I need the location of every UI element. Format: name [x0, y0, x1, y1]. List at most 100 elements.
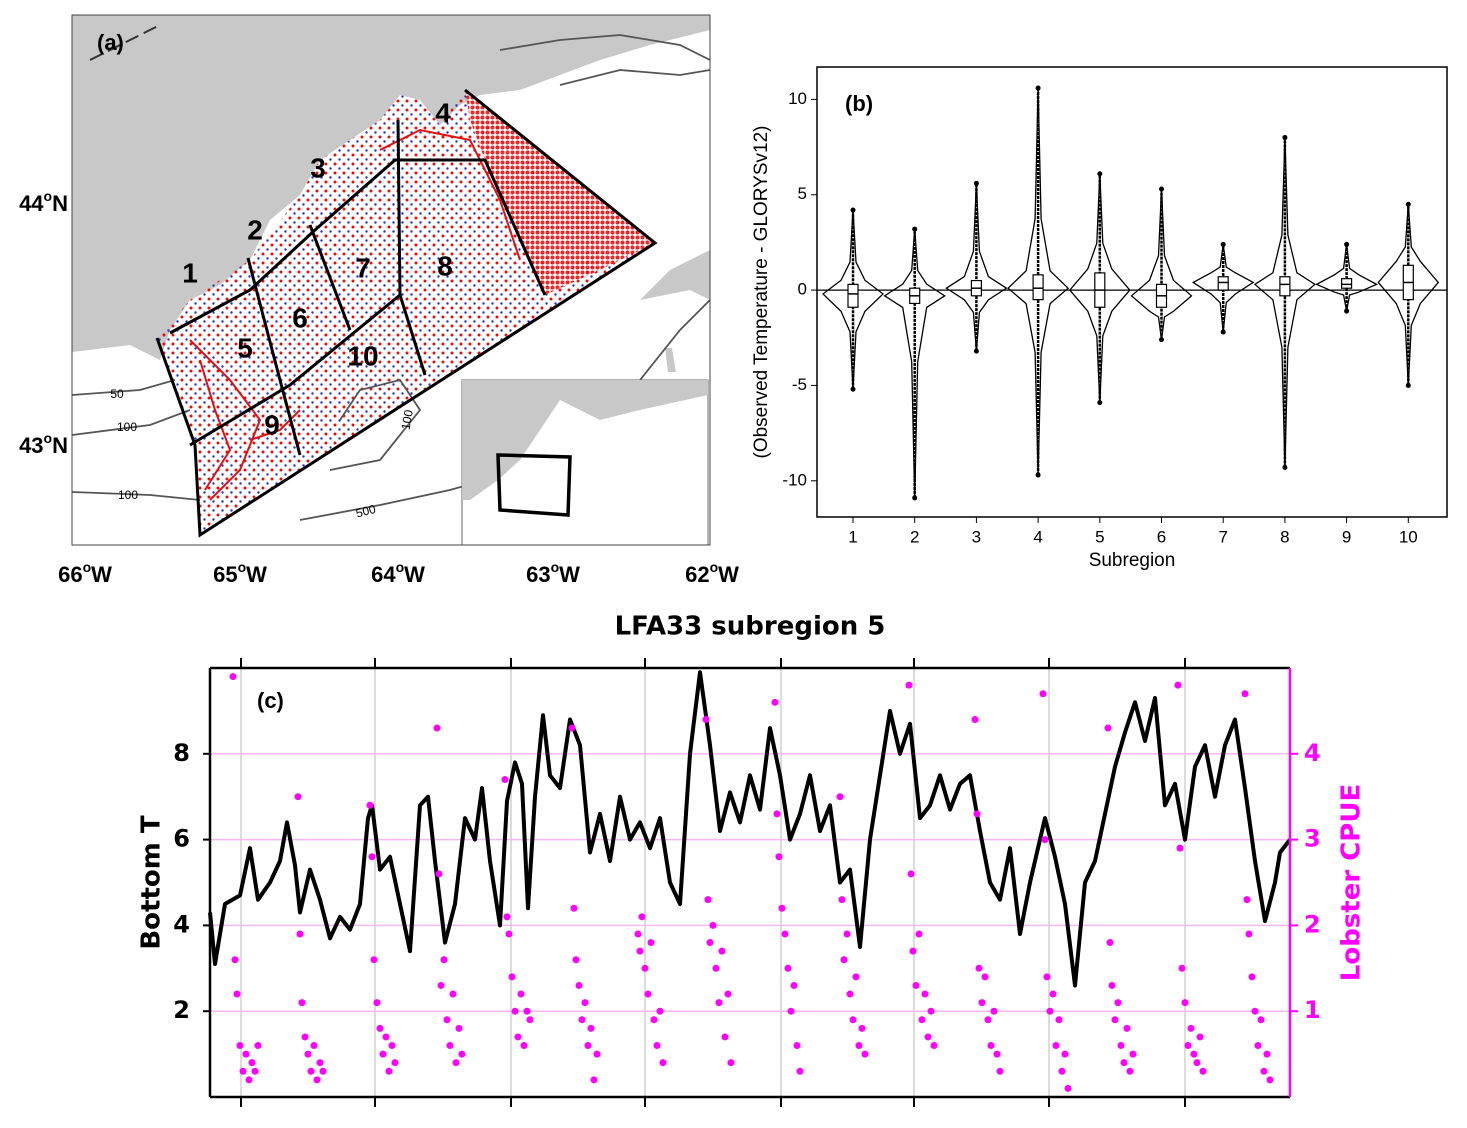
cpue-point [907, 870, 915, 878]
cpue-point [254, 1042, 262, 1050]
cpue-point [1055, 1016, 1063, 1024]
degree-value: 43 [19, 433, 43, 458]
degree-sign: o [83, 559, 92, 575]
cpue-point [433, 724, 441, 732]
cpue-point [787, 1007, 795, 1015]
min-point [973, 348, 979, 354]
cpue-point [376, 1024, 384, 1032]
cpue-point [638, 913, 646, 921]
cpue-point [793, 1042, 801, 1050]
cpue-point [575, 981, 583, 989]
cpue-point [514, 1033, 522, 1041]
land [665, 348, 676, 372]
depth-contours [72, 34, 710, 521]
cpue-point [1117, 1042, 1125, 1050]
map-panel [72, 15, 710, 545]
cpue-point [1199, 1067, 1207, 1075]
cpue-point [505, 930, 513, 938]
cpue-point [921, 990, 929, 998]
cpue-point [449, 990, 457, 998]
max-point [1097, 171, 1103, 177]
cpue-point [1039, 690, 1047, 698]
cpue-point [709, 921, 717, 929]
cpue-point [1263, 1050, 1271, 1058]
hemisphere: W [718, 562, 739, 587]
cpue-point [382, 1033, 390, 1041]
cpue-point [858, 1024, 866, 1032]
contour-label: 100 [117, 420, 137, 434]
degree-value: 65 [213, 562, 237, 587]
cpue-point [718, 947, 726, 955]
cpue-point [1260, 1067, 1268, 1075]
degree-sign: o [396, 559, 405, 575]
region-label: 6 [292, 302, 308, 333]
max-point [1159, 186, 1164, 192]
panel-label: (c) [257, 688, 284, 713]
region-label: 4 [435, 97, 451, 128]
y-tick-label: -5 [792, 375, 807, 394]
cpue-point [440, 956, 448, 964]
degree-value: 62 [685, 562, 709, 587]
cpue-point [366, 801, 374, 809]
cpue-point [319, 1067, 327, 1075]
cpue-point [987, 1042, 995, 1050]
cpue-point [975, 964, 983, 972]
degree-value: 44 [19, 191, 44, 216]
cpue-point [251, 1067, 259, 1075]
cpue-point [1104, 724, 1112, 732]
cpue-point [1187, 1024, 1195, 1032]
y-tick-label: 2 [173, 996, 190, 1024]
cpue-point [455, 1024, 463, 1032]
cpue-point [1064, 1084, 1072, 1092]
y-tick-label: 8 [173, 739, 190, 767]
cpue-point [996, 1067, 1004, 1075]
cpue-point [229, 673, 237, 681]
region-label: 3 [310, 152, 326, 183]
x-tick-label: 6 [1157, 527, 1166, 546]
cpue-point [971, 715, 979, 723]
cpue-point [248, 1059, 256, 1067]
cpue-point [1248, 973, 1256, 981]
x-tick-label: 3 [972, 527, 981, 546]
y-tick-label: 10 [788, 89, 807, 108]
cpue-point [836, 793, 844, 801]
cpue-point [840, 956, 848, 964]
max-point [973, 180, 979, 186]
cpue-point [915, 930, 923, 938]
survey-tracks [189, 128, 521, 501]
cpue-point [301, 1033, 309, 1041]
coordinate-label: 65oW [213, 559, 267, 587]
cpue-point [517, 990, 525, 998]
cpue-point [245, 1076, 253, 1084]
cpue-point [634, 930, 642, 938]
cpue-point [503, 913, 511, 921]
contour-label: 50 [110, 387, 124, 401]
cpue-point [861, 1050, 869, 1058]
coordinate-label: 62oW [685, 559, 739, 587]
cpue-point [1043, 973, 1051, 981]
box [1217, 276, 1229, 291]
cpue-point [1058, 1067, 1066, 1075]
cpue-point [993, 1050, 1001, 1058]
cpue-point [1193, 1059, 1201, 1067]
cpue-point [1129, 1050, 1137, 1058]
coordinate-label: 66oW [58, 559, 112, 587]
cpue-point [587, 1024, 595, 1032]
cpue-point [443, 1016, 451, 1024]
cpue-point [1245, 930, 1253, 938]
region-label: 7 [355, 252, 371, 283]
cpue-point [796, 1067, 804, 1075]
cpue-point [778, 904, 786, 912]
x-tick-label: 8 [1280, 527, 1289, 546]
degree-value: 64 [371, 562, 396, 587]
cpue-point [1123, 1024, 1131, 1032]
cpue-point [1181, 999, 1189, 1007]
cpue-point [523, 1007, 531, 1015]
cpue-point [771, 698, 779, 706]
coordinate-label: 43oN [19, 430, 68, 458]
region-label: 2 [247, 214, 263, 245]
min-point [1035, 472, 1041, 478]
box [1279, 276, 1291, 297]
x-axis-label: Subregion [1089, 550, 1176, 571]
subregion-boundaries [155, 88, 658, 538]
